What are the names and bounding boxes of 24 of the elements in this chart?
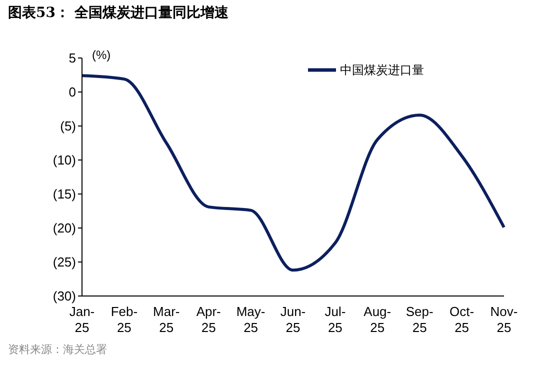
y-tick-label: (5) — [60, 118, 76, 134]
x-tick-label: Feb-25 — [110, 304, 138, 335]
y-tick-label: (30) — [52, 288, 76, 304]
legend-label: 中国煤炭进口量 — [340, 63, 424, 78]
x-tick-label: Jul-25 — [324, 304, 346, 335]
chart-title: 图表53： 全国煤炭进口量同比增速 — [8, 4, 230, 23]
x-tick-label: Apr-25 — [196, 304, 221, 335]
x-tick-label: Aug-25 — [364, 304, 392, 335]
text: 资料来源：海关总署 — [8, 342, 108, 357]
y-tick-label: (20) — [52, 220, 76, 236]
x-tick-label: May-25 — [236, 304, 266, 335]
y-tick-label: (15) — [52, 186, 76, 202]
line-series — [80, 74, 506, 272]
x-tick-label: Jun-25 — [280, 304, 306, 335]
y-tick-label: (25) — [52, 254, 76, 270]
x-tick-label: Oct-25 — [450, 304, 474, 335]
x-tick-label: Jan-25 — [69, 304, 95, 335]
x-tick-label: Sep-25 — [406, 304, 434, 335]
x-tick-label: Mar-25 — [153, 304, 180, 335]
y-axis-title: (%) — [92, 48, 111, 62]
x-tick-label: Nov-25 — [490, 304, 518, 335]
y-tick-label: 5 — [68, 50, 76, 66]
y-tick-label: (10) — [52, 152, 76, 168]
y-tick-label: 0 — [68, 84, 76, 100]
